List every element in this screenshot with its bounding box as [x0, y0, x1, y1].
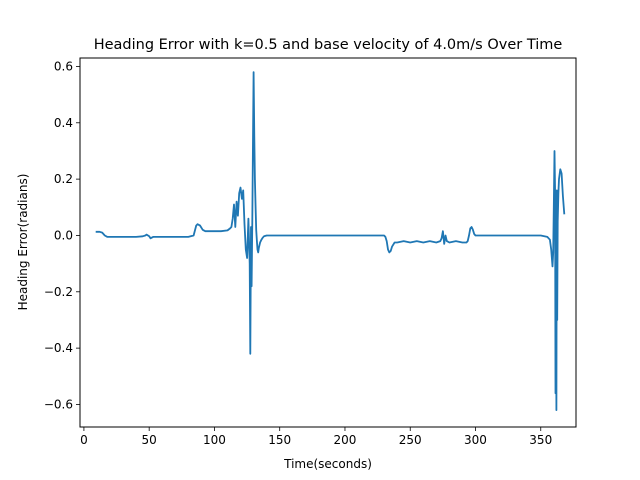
x-axis-label: Time(seconds) [283, 457, 372, 471]
x-axis-ticks: 0 50 100 150 200 250 300 350 [80, 427, 552, 447]
x-tick-label: 200 [334, 433, 357, 447]
y-axis-ticks: −0.6 −0.4 −0.2 0.0 0.2 0.4 0.6 [44, 59, 80, 411]
x-tick-label: 0 [80, 433, 88, 447]
y-tick-label: −0.4 [44, 341, 73, 355]
x-tick-label: 100 [203, 433, 226, 447]
series-group [95, 71, 566, 412]
series-line [95, 71, 566, 412]
plot-frame [79, 57, 577, 428]
chart-title: Heading Error with k=0.5 and base veloci… [94, 37, 563, 53]
x-tick-label: 300 [464, 433, 487, 447]
x-tick-label: 350 [529, 433, 552, 447]
x-tick-label: 50 [142, 433, 157, 447]
y-tick-label: 0.0 [54, 228, 73, 242]
x-tick-label: 250 [399, 433, 422, 447]
y-axis-label: Heading Error(radians) [16, 174, 30, 311]
y-tick-label: 0.2 [54, 172, 73, 186]
x-tick-label: 150 [268, 433, 291, 447]
y-tick-label: −0.6 [44, 397, 73, 411]
y-tick-label: 0.4 [54, 116, 73, 130]
y-tick-label: 0.6 [54, 59, 73, 73]
y-tick-label: −0.2 [44, 285, 73, 299]
